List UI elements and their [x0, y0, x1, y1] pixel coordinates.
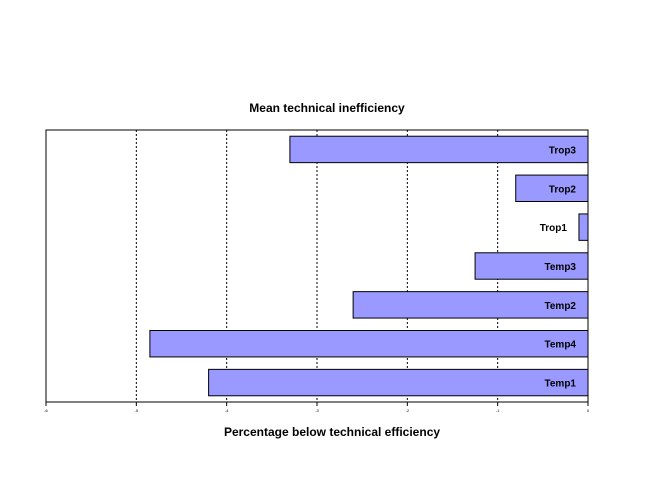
bar-temp3: [474, 252, 589, 280]
x-tick-label: -1: [496, 408, 500, 413]
x-tick-label: -3: [315, 408, 319, 413]
bar-label-temp1: Temp1: [545, 379, 577, 390]
bar-trop3: [289, 135, 589, 164]
bar-temp2: [352, 291, 589, 319]
x-tick-label: -4: [225, 408, 229, 413]
bar-label-trop1: Trop1: [540, 223, 568, 234]
x-tick-label: 0: [587, 408, 590, 413]
bar-label-trop2: Trop2: [549, 184, 577, 195]
bar-label-trop3: Trop3: [549, 145, 577, 156]
bar-trop2: [515, 174, 589, 202]
bar-temp4: [149, 330, 589, 358]
bar-label-temp3: Temp3: [545, 262, 577, 273]
plot-area: -6 -5 -4 -3 -2 -1 0 Trop3 Trop2 Trop1 Temp3 Temp2 Te…: [44, 129, 590, 413]
x-tick-label: -2: [406, 408, 410, 413]
x-tick-label: -5: [135, 408, 139, 413]
bar-temp1: [208, 368, 589, 397]
x-tick-label: -6: [44, 408, 48, 413]
bar-label-temp2: Temp2: [545, 301, 577, 312]
x-axis-title: Percentage below technical efficiency: [224, 425, 440, 439]
chart-title: Mean technical inefficiency: [249, 101, 405, 115]
bar-trop1: [578, 213, 589, 241]
bar-label-temp4: Temp4: [545, 340, 577, 351]
